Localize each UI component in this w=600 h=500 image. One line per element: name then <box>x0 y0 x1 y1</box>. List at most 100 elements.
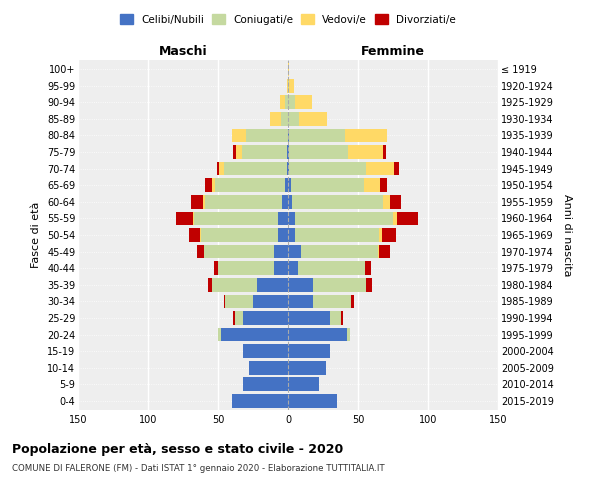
Bar <box>243 378 288 391</box>
Bar <box>313 278 367 291</box>
Bar <box>394 162 398 175</box>
Bar <box>232 128 246 142</box>
Bar <box>274 245 288 258</box>
Bar <box>382 228 396 242</box>
Bar <box>200 228 201 242</box>
Bar <box>197 245 204 258</box>
Bar <box>393 212 397 225</box>
Bar <box>288 328 347 342</box>
Bar <box>278 228 288 242</box>
Bar <box>233 146 236 159</box>
Bar <box>383 146 386 159</box>
Bar <box>348 146 383 159</box>
Bar <box>288 128 289 142</box>
Bar <box>295 212 393 225</box>
Bar <box>212 178 215 192</box>
Bar <box>243 344 288 358</box>
Bar <box>204 245 274 258</box>
Bar <box>289 79 293 92</box>
Bar <box>289 162 367 175</box>
Bar <box>288 294 313 308</box>
Bar <box>291 178 364 192</box>
Bar <box>194 212 278 225</box>
Bar <box>397 212 418 225</box>
Bar <box>364 178 380 192</box>
Bar <box>288 62 289 76</box>
Bar <box>298 262 365 275</box>
Bar <box>176 212 193 225</box>
Bar <box>218 262 274 275</box>
Bar <box>224 162 287 175</box>
Text: Popolazione per età, sesso e stato civile - 2020: Popolazione per età, sesso e stato civil… <box>12 442 343 456</box>
Bar <box>288 79 289 92</box>
Bar <box>246 128 288 142</box>
Bar <box>188 228 200 242</box>
Text: COMUNE DI FALERONE (FM) - Dati ISTAT 1° gennaio 2020 - Elaborazione TUTTITALIA.I: COMUNE DI FALERONE (FM) - Dati ISTAT 1° … <box>12 464 385 473</box>
Bar <box>380 178 388 192</box>
Bar <box>365 262 371 275</box>
Bar <box>220 162 224 175</box>
Bar <box>351 294 354 308</box>
Bar <box>205 195 283 208</box>
Bar <box>233 311 235 324</box>
Bar <box>299 112 327 126</box>
Bar <box>383 195 390 208</box>
Bar <box>224 294 225 308</box>
Bar <box>390 195 401 208</box>
Bar <box>287 79 288 92</box>
Bar <box>288 178 291 192</box>
Bar <box>221 328 288 342</box>
Bar <box>346 128 388 142</box>
Bar <box>288 146 289 159</box>
Bar <box>288 195 292 208</box>
Bar <box>288 112 299 126</box>
Bar <box>295 228 379 242</box>
Bar <box>283 195 288 208</box>
Bar <box>243 311 288 324</box>
Bar <box>217 162 220 175</box>
Y-axis label: Anni di nascita: Anni di nascita <box>562 194 572 276</box>
Bar <box>257 278 288 291</box>
Bar <box>285 96 288 109</box>
Bar <box>253 294 288 308</box>
Bar <box>288 361 326 374</box>
Bar <box>301 245 377 258</box>
Bar <box>367 162 394 175</box>
Bar <box>288 311 330 324</box>
Bar <box>287 162 288 175</box>
Bar <box>295 96 312 109</box>
Bar <box>288 96 295 109</box>
Bar <box>289 128 346 142</box>
Bar <box>288 212 295 225</box>
Bar <box>288 162 289 175</box>
Legend: Celibi/Nubili, Coniugati/e, Vedovi/e, Divorziati/e: Celibi/Nubili, Coniugati/e, Vedovi/e, Di… <box>116 10 460 29</box>
Bar <box>235 311 243 324</box>
Bar <box>191 195 203 208</box>
Bar <box>288 378 319 391</box>
Bar <box>232 394 288 407</box>
Bar <box>288 344 330 358</box>
Bar <box>341 311 343 324</box>
Bar <box>242 146 287 159</box>
Bar <box>288 262 298 275</box>
Bar <box>270 112 281 126</box>
Text: Maschi: Maschi <box>158 44 208 58</box>
Bar <box>201 228 278 242</box>
Bar <box>280 96 285 109</box>
Bar <box>287 146 288 159</box>
Bar <box>281 112 288 126</box>
Bar <box>288 228 295 242</box>
Bar <box>288 245 301 258</box>
Bar <box>274 262 288 275</box>
Bar <box>288 278 313 291</box>
Bar <box>377 245 379 258</box>
Bar <box>379 245 390 258</box>
Bar <box>218 328 221 342</box>
Bar <box>292 195 383 208</box>
Bar <box>205 178 212 192</box>
Text: Femmine: Femmine <box>361 44 425 58</box>
Bar <box>278 212 288 225</box>
Bar <box>288 394 337 407</box>
Bar <box>367 278 372 291</box>
Bar <box>193 212 194 225</box>
